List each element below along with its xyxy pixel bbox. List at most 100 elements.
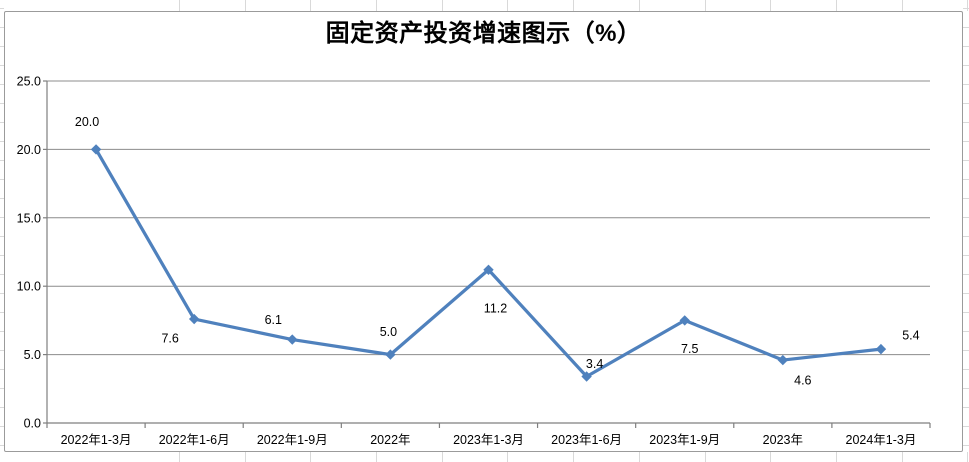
x-category-label: 2023年 [763, 433, 803, 447]
worksheet-gridline [179, 0, 180, 11]
data-label: 11.2 [484, 301, 507, 315]
x-category-label: 2023年1-6月 [551, 433, 622, 447]
worksheet-gridline [0, 236, 4, 237]
worksheet-gridline [963, 27, 969, 28]
worksheet-gridline [770, 0, 771, 11]
worksheet-gridline [442, 452, 443, 462]
data-point-marker[interactable] [287, 334, 298, 345]
worksheet-gridline [836, 452, 837, 462]
worksheet-gridline [0, 426, 4, 427]
worksheet-gridline [0, 274, 4, 275]
x-category-label: 2022年1-9月 [257, 433, 328, 447]
data-point-marker[interactable] [385, 349, 396, 360]
data-point-marker[interactable] [90, 144, 102, 155]
worksheet-gridline [376, 452, 377, 462]
worksheet-gridline [0, 369, 4, 370]
data-label: 3.4 [586, 357, 603, 371]
data-point-marker[interactable] [777, 354, 789, 366]
data-label: 7.6 [161, 332, 178, 346]
x-category-label: 2024年1-3月 [846, 433, 917, 447]
worksheet-gridline [902, 0, 903, 11]
worksheet-gridline [963, 255, 969, 256]
data-point-marker[interactable] [188, 313, 200, 325]
worksheet-gridline [836, 0, 837, 11]
worksheet-gridline [963, 350, 969, 351]
worksheet-gridline [963, 236, 969, 237]
worksheet-gridline [963, 369, 969, 370]
y-tick-label: 20.0 [17, 143, 41, 157]
worksheet-gridline [0, 350, 4, 351]
y-tick-label: 15.0 [17, 211, 41, 225]
worksheet-gridline [963, 179, 969, 180]
x-category-label: 2022年1-6月 [159, 433, 230, 447]
worksheet-gridline [0, 255, 4, 256]
worksheet-gridline [0, 27, 4, 28]
worksheet-gridline [0, 445, 4, 446]
worksheet-gridline [639, 0, 640, 11]
data-series-line [94, 147, 883, 379]
chart-area[interactable] [4, 11, 963, 452]
worksheet-gridline [0, 312, 4, 313]
data-label: 5.0 [380, 325, 397, 339]
worksheet-gridline [770, 452, 771, 462]
worksheet-gridline [0, 331, 4, 332]
worksheet-gridline [705, 452, 706, 462]
worksheet-gridline [902, 452, 903, 462]
worksheet-gridline [639, 452, 640, 462]
data-label: 20.0 [75, 115, 99, 129]
x-category-label: 2023年1-9月 [649, 433, 720, 447]
data-label: 4.6 [794, 374, 811, 388]
worksheet-gridline [963, 65, 969, 66]
worksheet-gridline [0, 217, 4, 218]
worksheet-gridline [245, 0, 246, 11]
worksheet-gridline [442, 0, 443, 11]
worksheet-gridline [573, 452, 574, 462]
worksheet-gridline [963, 198, 969, 199]
worksheet-gridline [705, 0, 706, 11]
worksheet-gridline [963, 331, 969, 332]
data-point-marker[interactable] [679, 315, 690, 326]
worksheet-gridline [0, 388, 4, 389]
worksheet-gridline [310, 452, 311, 462]
worksheet-gridline [963, 122, 969, 123]
worksheet-gridline [0, 179, 4, 180]
worksheet-gridline [963, 388, 969, 389]
worksheet-gridline [376, 0, 377, 11]
worksheet-gridline [0, 160, 4, 161]
worksheet-gridline [0, 198, 4, 199]
data-point-marker[interactable] [875, 343, 887, 355]
y-tick-label: 25.0 [17, 75, 41, 89]
worksheet-gridline [963, 8, 969, 9]
worksheet-gridline [0, 8, 4, 9]
worksheet-gridline [245, 452, 246, 462]
worksheet-gridline [507, 0, 508, 11]
worksheet-gridline [0, 293, 4, 294]
worksheet-gridline [0, 65, 4, 66]
worksheet-gridline [963, 217, 969, 218]
worksheet-gridline [963, 426, 969, 427]
worksheet-gridline [0, 141, 4, 142]
worksheet-gridline [573, 0, 574, 11]
worksheet-gridline [963, 407, 969, 408]
x-category-label: 2022年 [370, 433, 410, 447]
worksheet-gridline [967, 452, 968, 462]
worksheet-gridline [963, 46, 969, 47]
worksheet-gridline [0, 84, 4, 85]
data-point-marker[interactable] [483, 264, 494, 275]
worksheet-gridline [963, 103, 969, 104]
worksheet-gridline [0, 103, 4, 104]
worksheet-gridline [967, 0, 968, 11]
data-point-marker[interactable] [581, 371, 592, 382]
worksheet-gridline [963, 84, 969, 85]
x-category-label: 2023年1-3月 [453, 433, 524, 447]
worksheet-gridline [963, 274, 969, 275]
data-label: 7.5 [681, 342, 698, 356]
x-category-label: 2022年1-3月 [61, 433, 132, 447]
worksheet-gridline [179, 452, 180, 462]
worksheet-gridline [963, 445, 969, 446]
worksheet-gridline [963, 141, 969, 142]
chart-title: 固定资产投资增速图示（%） [325, 20, 642, 47]
y-tick-label: 10.0 [17, 280, 41, 294]
